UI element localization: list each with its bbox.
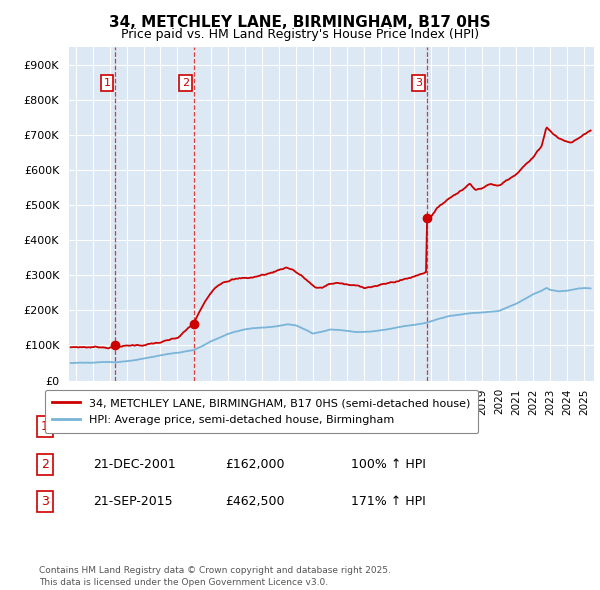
Text: £162,000: £162,000 (225, 458, 284, 471)
Text: £462,500: £462,500 (225, 495, 284, 508)
Text: 2: 2 (182, 78, 189, 88)
Text: 88% ↑ HPI: 88% ↑ HPI (351, 420, 418, 433)
Text: 3: 3 (41, 495, 49, 508)
Text: 34, METCHLEY LANE, BIRMINGHAM, B17 0HS: 34, METCHLEY LANE, BIRMINGHAM, B17 0HS (109, 15, 491, 30)
Text: 100% ↑ HPI: 100% ↑ HPI (351, 458, 426, 471)
Text: 30-APR-1997: 30-APR-1997 (93, 420, 173, 433)
Text: 1: 1 (103, 78, 110, 88)
Text: 171% ↑ HPI: 171% ↑ HPI (351, 495, 426, 508)
Text: 1: 1 (41, 420, 49, 433)
Text: Contains HM Land Registry data © Crown copyright and database right 2025.
This d: Contains HM Land Registry data © Crown c… (39, 566, 391, 587)
Text: 3: 3 (415, 78, 422, 88)
Legend: 34, METCHLEY LANE, BIRMINGHAM, B17 0HS (semi-detached house), HPI: Average price: 34, METCHLEY LANE, BIRMINGHAM, B17 0HS (… (44, 390, 478, 433)
Text: £100,000: £100,000 (225, 420, 285, 433)
Text: 21-SEP-2015: 21-SEP-2015 (93, 495, 173, 508)
Text: 21-DEC-2001: 21-DEC-2001 (93, 458, 176, 471)
Text: 2: 2 (41, 458, 49, 471)
Text: Price paid vs. HM Land Registry's House Price Index (HPI): Price paid vs. HM Land Registry's House … (121, 28, 479, 41)
